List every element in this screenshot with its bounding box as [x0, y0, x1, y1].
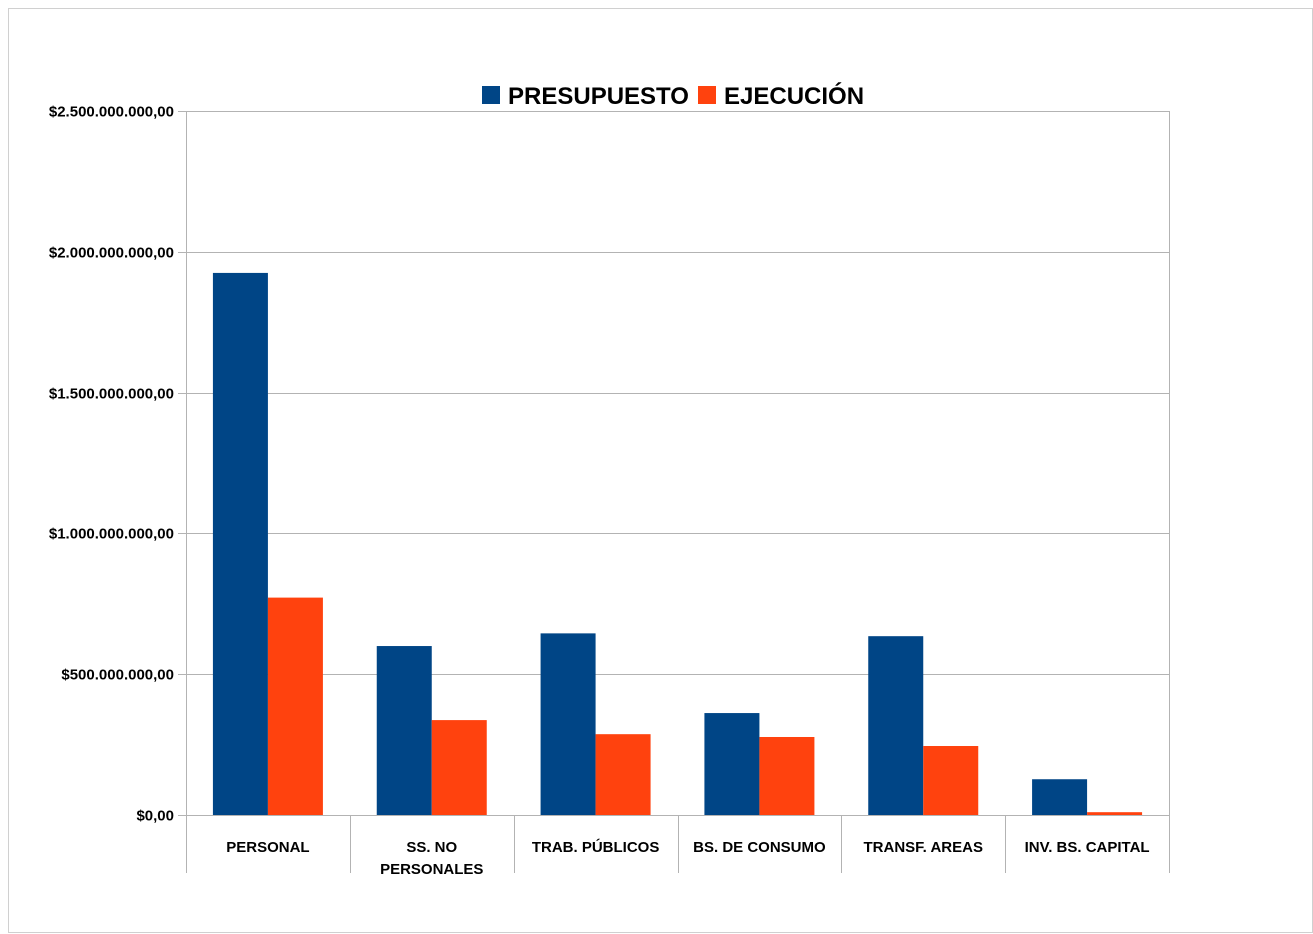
- bar-presupuesto: [540, 633, 596, 815]
- y-tick-label: $2.500.000.000,00: [49, 104, 174, 121]
- gridlines: [186, 111, 1169, 816]
- x-tick-label: INV. BS. CAPITAL: [1025, 839, 1150, 856]
- legend-swatch-presupuesto: [482, 86, 500, 104]
- y-tick-label: $500.000.000,00: [61, 667, 174, 684]
- x-tick-label: BS. DE CONSUMO: [693, 839, 826, 856]
- bar-presupuesto: [868, 636, 924, 815]
- bar-ejecucion: [267, 597, 323, 815]
- chart-border: [8, 8, 1313, 933]
- legend-label-presupuesto: PRESUPUESTO: [508, 83, 689, 110]
- bar-ejecucion: [431, 720, 487, 815]
- bar-ejecucion: [759, 736, 815, 815]
- bars: [212, 272, 1143, 815]
- bar-presupuesto: [376, 646, 432, 815]
- legend-swatch-ejecucion: [698, 86, 716, 104]
- legend-label-ejecucion: EJECUCIÓN: [724, 82, 864, 110]
- bar-presupuesto: [1032, 779, 1088, 815]
- x-tick-label: SS. NO: [406, 839, 457, 856]
- y-tick-label: $0,00: [136, 808, 174, 825]
- x-tick-label: PERSONALES: [380, 861, 483, 878]
- legend: PRESUPUESTO EJECUCIÓN: [482, 82, 864, 110]
- y-tick-label: $1.000.000.000,00: [49, 526, 174, 543]
- bar-presupuesto: [212, 272, 268, 815]
- y-axis: $0,00 $500.000.000,00 $1.000.000.000,00 $1.…: [49, 104, 1170, 873]
- x-tick-label: PERSONAL: [226, 839, 309, 856]
- x-axis: PERSONAL SS. NO PERSONALES TRAB. PÚBLICOS BS…: [186, 815, 1170, 878]
- bar-ejecucion: [595, 734, 651, 815]
- y-tick-label: $1.500.000.000,00: [49, 386, 174, 403]
- x-tick-label: TRANSF. AREAS: [864, 839, 983, 856]
- bar-presupuesto: [704, 713, 760, 815]
- x-tick-label: TRAB. PÚBLICOS: [532, 838, 660, 856]
- bar-ejecucion: [923, 746, 979, 815]
- bar-ejecucion: [1087, 812, 1143, 815]
- y-tick-label: $2.000.000.000,00: [49, 245, 174, 262]
